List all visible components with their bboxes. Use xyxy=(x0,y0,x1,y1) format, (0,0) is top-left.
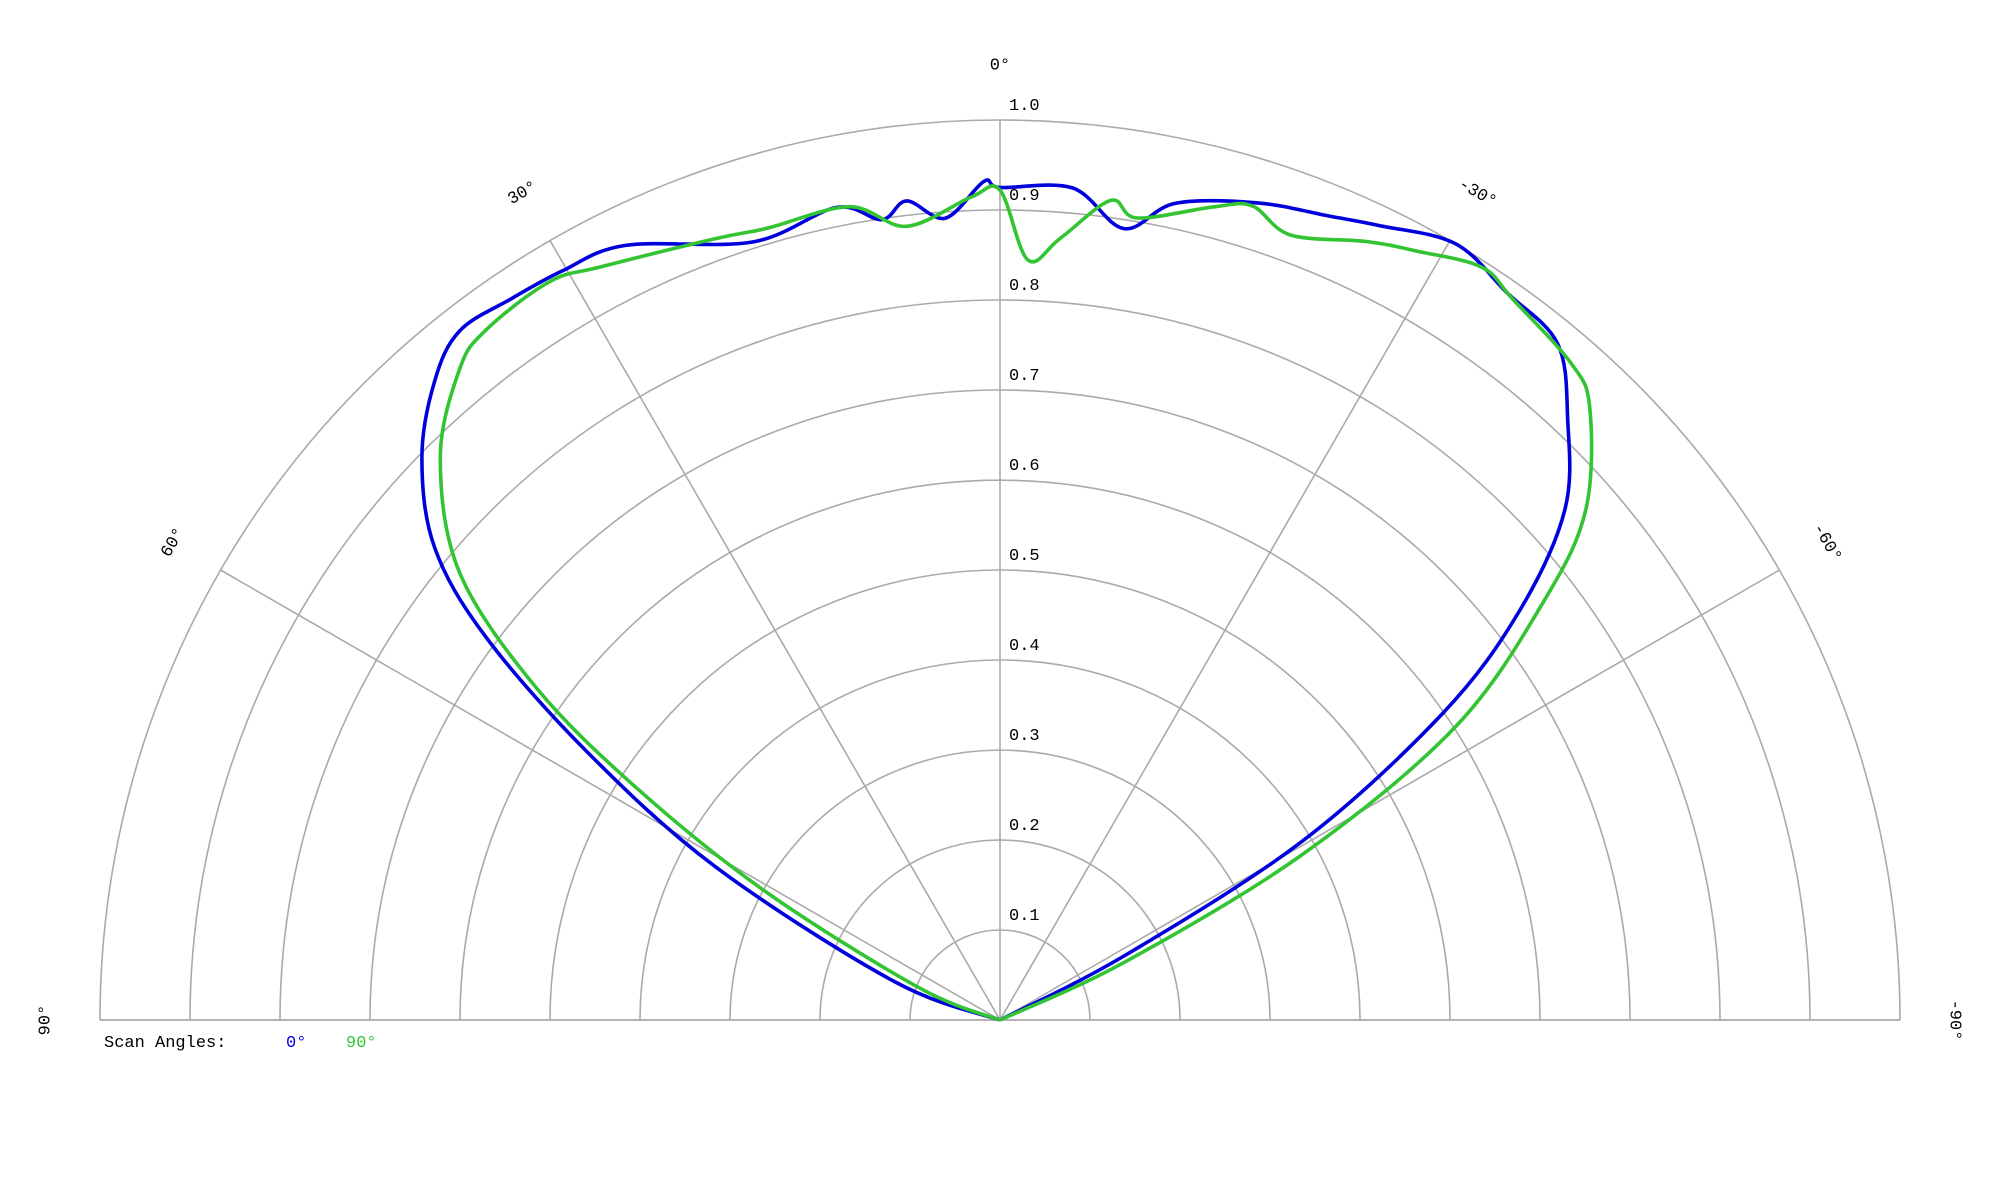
radial-tick-label: 0.2 xyxy=(1009,817,1040,836)
radial-tick-label: 0.6 xyxy=(1009,457,1040,476)
legend-title: Scan Angles: xyxy=(104,1034,226,1053)
angle-tick-label: 90° xyxy=(36,1005,55,1036)
radial-tick-label: 0.8 xyxy=(1009,277,1040,296)
series-line-1 xyxy=(438,184,1594,1022)
radial-tick-label: 0.3 xyxy=(1009,727,1040,746)
series-curves xyxy=(420,178,1594,1022)
radial-tick-label: 0.7 xyxy=(1009,367,1040,386)
legend-entry-0: 0° xyxy=(286,1034,306,1053)
spoke--60 xyxy=(999,569,1780,1021)
spoke-30 xyxy=(549,240,1001,1021)
radial-tick-label: 1.0 xyxy=(1009,97,1040,116)
angle-tick-label: -30° xyxy=(1455,175,1500,212)
radial-tick-label: 0.9 xyxy=(1009,187,1040,206)
angle-tick-label: -90° xyxy=(1945,1000,1964,1041)
radial-tick-label: 0.5 xyxy=(1009,547,1040,566)
spoke--30 xyxy=(999,240,1451,1021)
series-line-0 xyxy=(420,178,1572,1022)
angle-tick-label: 60° xyxy=(158,525,190,561)
radial-tick-label: 0.1 xyxy=(1009,907,1040,926)
legend-entry-90: 90° xyxy=(346,1034,377,1053)
spoke-60 xyxy=(220,569,1001,1021)
legend: Scan Angles: 0° 90° xyxy=(104,1034,377,1053)
angle-tick-label: 0° xyxy=(990,56,1010,75)
angle-tick-label: 30° xyxy=(505,178,541,210)
radial-tick-label: 0.4 xyxy=(1009,637,1040,656)
angle-tick-label: -60° xyxy=(1808,521,1845,566)
grid xyxy=(99,119,1901,1021)
